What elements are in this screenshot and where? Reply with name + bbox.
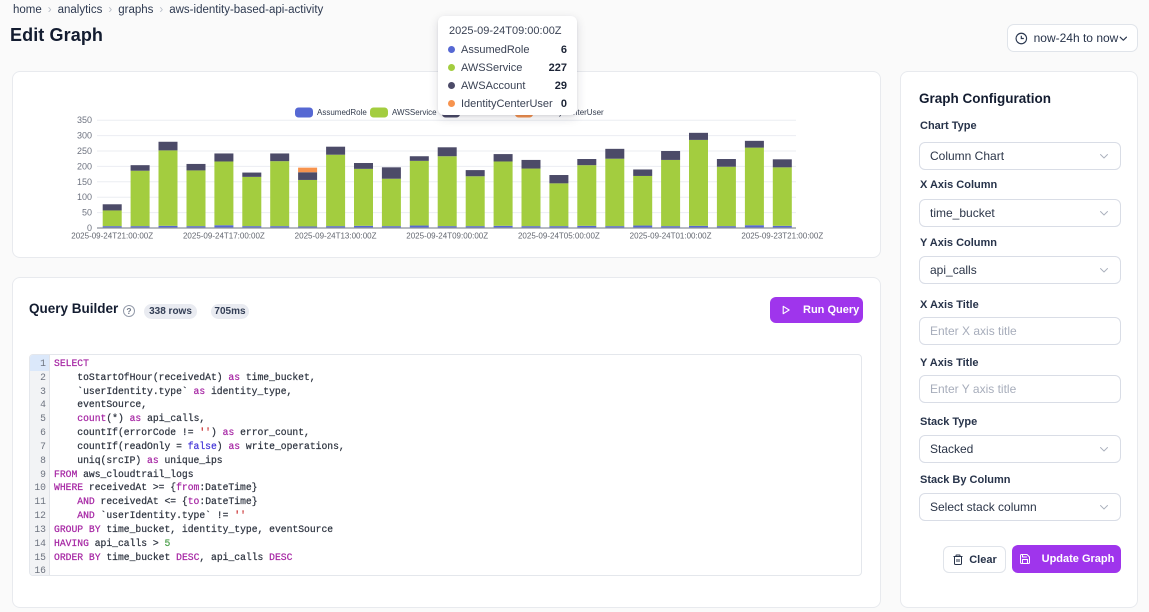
svg-text:2025-09-24T01:00:00Z: 2025-09-24T01:00:00Z	[630, 232, 712, 241]
svg-text:300: 300	[77, 131, 92, 141]
svg-text:350: 350	[77, 115, 92, 125]
svg-text:2025-09-24T05:00:00Z: 2025-09-24T05:00:00Z	[518, 232, 600, 241]
svg-text:150: 150	[77, 177, 92, 187]
svg-text:AWSService: AWSService	[392, 108, 437, 117]
svg-text:2025-09-24T13:00:00Z: 2025-09-24T13:00:00Z	[295, 232, 377, 241]
svg-text:2025-09-24T17:00:00Z: 2025-09-24T17:00:00Z	[183, 232, 265, 241]
svg-text:AssumedRole: AssumedRole	[317, 108, 367, 117]
svg-text:2025-09-23T21:00:00Z: 2025-09-23T21:00:00Z	[741, 232, 823, 241]
svg-text:50: 50	[82, 208, 92, 218]
svg-text:250: 250	[77, 146, 92, 156]
svg-text:100: 100	[77, 192, 92, 202]
svg-text:2025-09-24T09:00:00Z: 2025-09-24T09:00:00Z	[406, 232, 488, 241]
svg-text:200: 200	[77, 161, 92, 171]
svg-text:0: 0	[87, 223, 92, 233]
svg-text:2025-09-24T21:00:00Z: 2025-09-24T21:00:00Z	[71, 232, 153, 241]
